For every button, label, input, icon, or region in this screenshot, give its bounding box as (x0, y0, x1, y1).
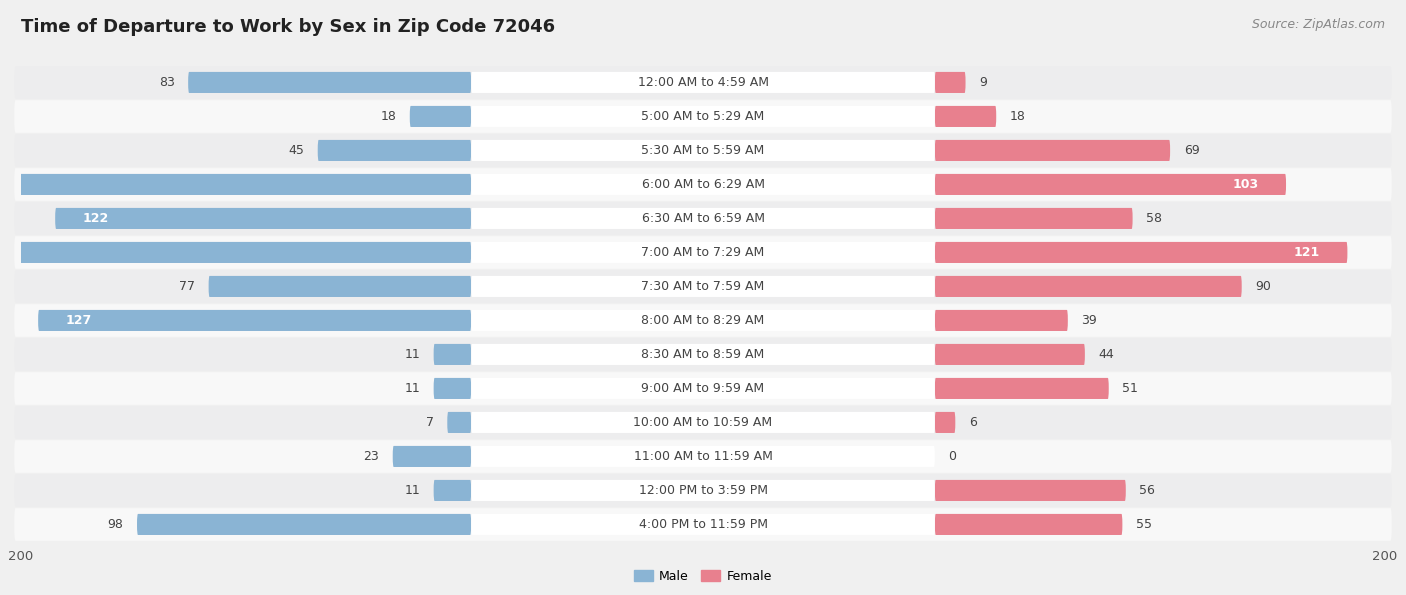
FancyBboxPatch shape (14, 338, 1392, 371)
Text: 11:00 AM to 11:59 AM: 11:00 AM to 11:59 AM (634, 450, 772, 463)
FancyBboxPatch shape (471, 480, 935, 501)
FancyBboxPatch shape (14, 236, 1392, 269)
FancyBboxPatch shape (392, 446, 471, 467)
FancyBboxPatch shape (14, 508, 1392, 541)
Text: 8:00 AM to 8:29 AM: 8:00 AM to 8:29 AM (641, 314, 765, 327)
Text: 83: 83 (159, 76, 174, 89)
FancyBboxPatch shape (14, 440, 1392, 473)
Text: 23: 23 (363, 450, 380, 463)
FancyBboxPatch shape (471, 106, 935, 127)
Text: 11: 11 (405, 484, 420, 497)
FancyBboxPatch shape (471, 276, 935, 297)
FancyBboxPatch shape (14, 406, 1392, 439)
Text: 58: 58 (1146, 212, 1163, 225)
Text: 5:00 AM to 5:29 AM: 5:00 AM to 5:29 AM (641, 110, 765, 123)
FancyBboxPatch shape (188, 72, 471, 93)
FancyBboxPatch shape (935, 140, 1170, 161)
FancyBboxPatch shape (433, 378, 471, 399)
FancyBboxPatch shape (471, 378, 935, 399)
FancyBboxPatch shape (14, 304, 1392, 337)
FancyBboxPatch shape (935, 480, 1126, 501)
FancyBboxPatch shape (935, 106, 997, 127)
FancyBboxPatch shape (14, 474, 1392, 507)
FancyBboxPatch shape (38, 310, 471, 331)
Text: 18: 18 (380, 110, 396, 123)
FancyBboxPatch shape (935, 72, 966, 93)
Text: 18: 18 (1010, 110, 1026, 123)
Text: 5:30 AM to 5:59 AM: 5:30 AM to 5:59 AM (641, 144, 765, 157)
FancyBboxPatch shape (0, 174, 471, 195)
Text: 7:00 AM to 7:29 AM: 7:00 AM to 7:29 AM (641, 246, 765, 259)
Text: 0: 0 (949, 450, 956, 463)
FancyBboxPatch shape (935, 378, 1109, 399)
FancyBboxPatch shape (14, 66, 1392, 99)
Text: 44: 44 (1098, 348, 1115, 361)
Text: 11: 11 (405, 382, 420, 395)
Text: 121: 121 (1294, 246, 1320, 259)
FancyBboxPatch shape (935, 174, 1286, 195)
FancyBboxPatch shape (14, 168, 1392, 201)
Text: 55: 55 (1136, 518, 1152, 531)
Text: 77: 77 (179, 280, 195, 293)
FancyBboxPatch shape (55, 208, 471, 229)
Text: 7: 7 (426, 416, 433, 429)
Text: 90: 90 (1256, 280, 1271, 293)
FancyBboxPatch shape (14, 100, 1392, 133)
Text: 39: 39 (1081, 314, 1097, 327)
Legend: Male, Female: Male, Female (630, 565, 776, 587)
FancyBboxPatch shape (409, 106, 471, 127)
Text: 11: 11 (405, 348, 420, 361)
FancyBboxPatch shape (0, 242, 471, 263)
Text: 6: 6 (969, 416, 977, 429)
FancyBboxPatch shape (318, 140, 471, 161)
Text: 69: 69 (1184, 144, 1199, 157)
FancyBboxPatch shape (447, 412, 471, 433)
Text: 45: 45 (288, 144, 304, 157)
FancyBboxPatch shape (471, 140, 935, 161)
Text: 98: 98 (107, 518, 124, 531)
FancyBboxPatch shape (471, 72, 935, 93)
FancyBboxPatch shape (433, 480, 471, 501)
Text: 7:30 AM to 7:59 AM: 7:30 AM to 7:59 AM (641, 280, 765, 293)
FancyBboxPatch shape (935, 276, 1241, 297)
FancyBboxPatch shape (471, 412, 935, 433)
FancyBboxPatch shape (471, 174, 935, 195)
Text: 56: 56 (1139, 484, 1156, 497)
FancyBboxPatch shape (935, 242, 1347, 263)
FancyBboxPatch shape (136, 514, 471, 535)
Text: 4:00 PM to 11:59 PM: 4:00 PM to 11:59 PM (638, 518, 768, 531)
Text: 51: 51 (1122, 382, 1139, 395)
FancyBboxPatch shape (208, 276, 471, 297)
Text: 6:00 AM to 6:29 AM: 6:00 AM to 6:29 AM (641, 178, 765, 191)
FancyBboxPatch shape (935, 310, 1067, 331)
Text: 10:00 AM to 10:59 AM: 10:00 AM to 10:59 AM (634, 416, 772, 429)
Text: 103: 103 (1233, 178, 1258, 191)
FancyBboxPatch shape (935, 208, 1133, 229)
Text: 127: 127 (66, 314, 91, 327)
Text: 8:30 AM to 8:59 AM: 8:30 AM to 8:59 AM (641, 348, 765, 361)
Text: 12:00 AM to 4:59 AM: 12:00 AM to 4:59 AM (637, 76, 769, 89)
FancyBboxPatch shape (935, 514, 1122, 535)
Text: 9:00 AM to 9:59 AM: 9:00 AM to 9:59 AM (641, 382, 765, 395)
FancyBboxPatch shape (471, 208, 935, 229)
Text: Time of Departure to Work by Sex in Zip Code 72046: Time of Departure to Work by Sex in Zip … (21, 18, 555, 36)
FancyBboxPatch shape (471, 446, 935, 467)
FancyBboxPatch shape (14, 372, 1392, 405)
Text: 122: 122 (83, 212, 108, 225)
FancyBboxPatch shape (935, 344, 1085, 365)
FancyBboxPatch shape (14, 270, 1392, 303)
FancyBboxPatch shape (935, 412, 955, 433)
Text: 6:30 AM to 6:59 AM: 6:30 AM to 6:59 AM (641, 212, 765, 225)
FancyBboxPatch shape (471, 310, 935, 331)
FancyBboxPatch shape (14, 134, 1392, 167)
Text: 9: 9 (979, 76, 987, 89)
Text: Source: ZipAtlas.com: Source: ZipAtlas.com (1251, 18, 1385, 31)
FancyBboxPatch shape (433, 344, 471, 365)
FancyBboxPatch shape (471, 514, 935, 535)
FancyBboxPatch shape (471, 242, 935, 263)
FancyBboxPatch shape (471, 344, 935, 365)
Text: 12:00 PM to 3:59 PM: 12:00 PM to 3:59 PM (638, 484, 768, 497)
FancyBboxPatch shape (14, 202, 1392, 235)
